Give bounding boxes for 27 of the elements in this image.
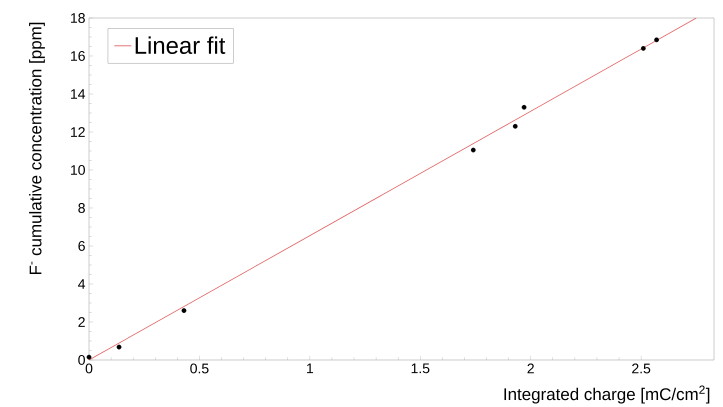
y-tick-label: 14 [71,89,86,99]
y-tick-label: 8 [78,203,85,213]
point [470,148,476,152]
y-tick-label: 0 [78,355,85,365]
y-tick-label: 10 [71,165,85,175]
point [512,124,518,129]
point [522,104,526,110]
y-axis-title: F$^{-}$ cumulative concentration [ppm] [29,22,45,274]
legend-label: Linear fit [136,36,226,54]
x-tick-label: 1 [307,364,314,374]
x-tick-label: 1.5 [412,364,430,374]
y-tick-label: 16 [71,51,85,61]
y-tick-label: 12 [71,127,85,137]
x-tick-label: 2 [528,364,534,374]
y-tick-label: 18 [71,13,85,23]
x-tick-label: 2.5 [632,364,650,374]
point [654,38,659,42]
y-tick-label: 4 [78,279,86,289]
point [86,354,92,360]
x-tick-label: 0.5 [190,364,209,374]
y-tick-label: 6 [78,241,85,251]
point [640,46,646,51]
point [182,308,186,314]
x-tick-label: 0 [86,364,92,374]
point [116,344,122,350]
y-tick-label: 2 [78,317,85,327]
x-axis-title: Integrated charge [mC/cm$^{2}$] [504,386,710,404]
